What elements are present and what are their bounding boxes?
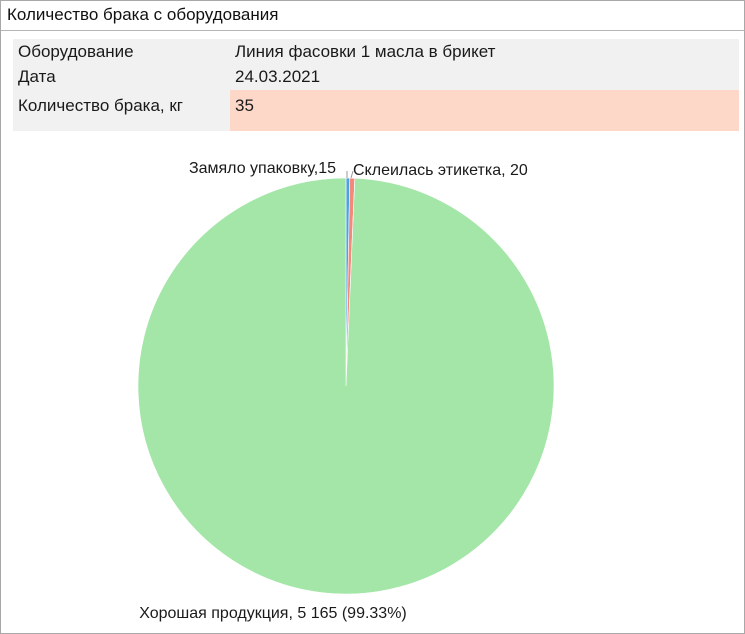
title-divider	[1, 30, 744, 31]
defect-pie-chart: Замяло упаковку,15 Склеилась этикетка, 2…	[137, 160, 555, 622]
leader-line	[350, 170, 354, 179]
pie-slice-good-product[interactable]	[137, 177, 555, 595]
defect-value-field[interactable]	[230, 90, 739, 131]
slice-label-packaging: Замяло упаковку,15	[189, 160, 336, 177]
slice-label-sticker: Склеилась этикетка, 20	[353, 162, 528, 179]
window-title: Количество брака с оборудования	[7, 5, 279, 24]
defect-label: Количество брака, кг	[18, 96, 184, 115]
defect-value: 35	[235, 96, 254, 115]
date-value: 24.03.2021	[235, 67, 321, 86]
equipment-value: Линия фасовки 1 масла в брикет	[235, 42, 496, 61]
info-panel: Оборудование Линия фасовки 1 масла в бри…	[13, 39, 739, 131]
slice-label-good-product: Хорошая продукция, 5 165 (99.33%)	[139, 605, 407, 622]
date-label: Дата	[18, 67, 56, 86]
equipment-label: Оборудование	[18, 42, 134, 61]
